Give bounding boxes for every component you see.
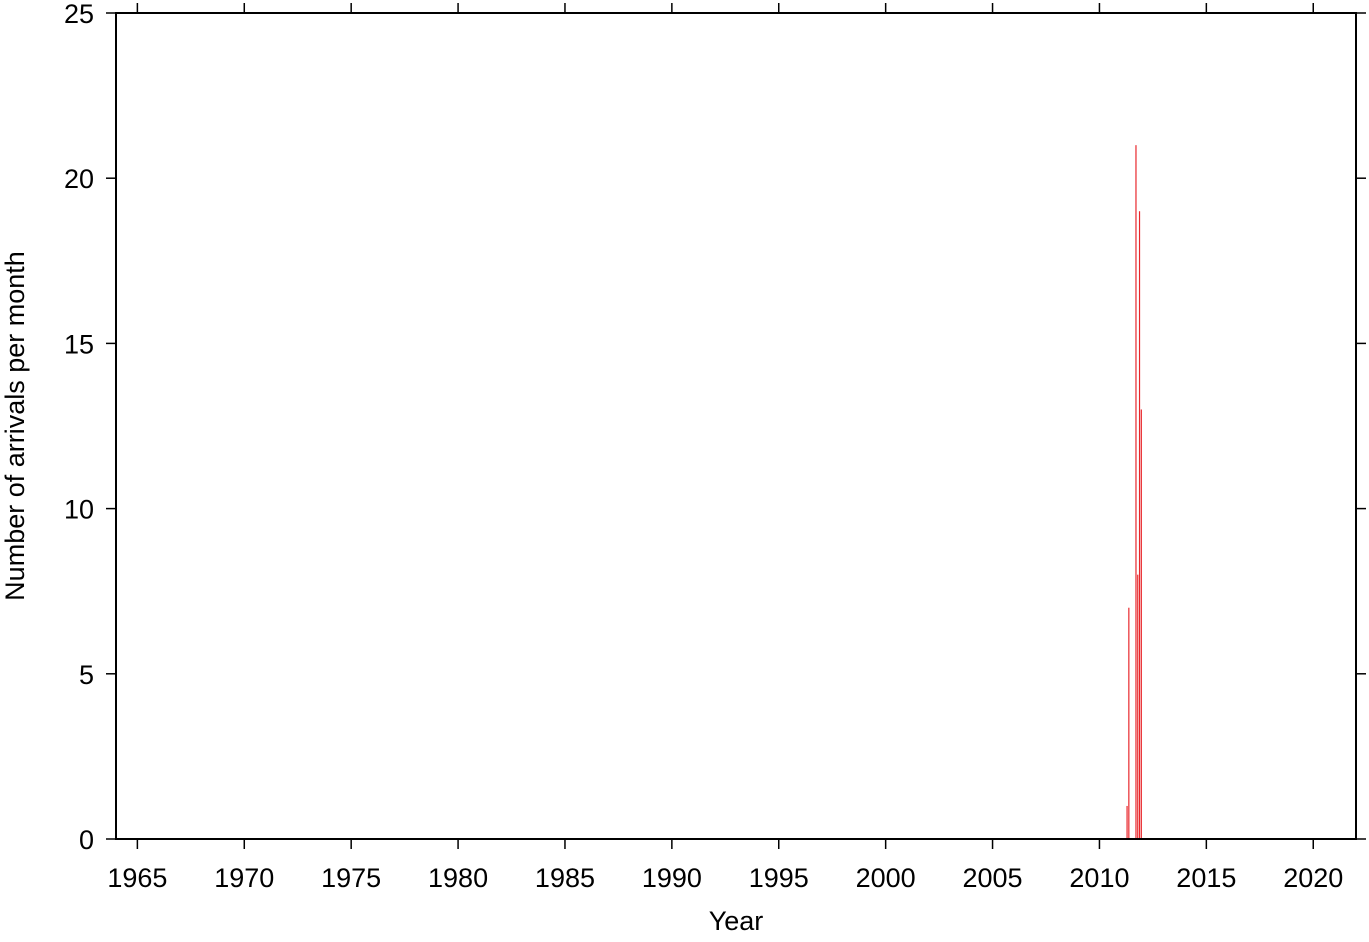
plot-frame	[115, 12, 1357, 840]
y-tick-label: 15	[64, 329, 94, 359]
x-tick-label: 1980	[428, 863, 488, 893]
bar	[1140, 409, 1142, 839]
x-tick-label: 1990	[642, 863, 702, 893]
x-tick-label: 1975	[321, 863, 381, 893]
x-tick-label: 1995	[749, 863, 809, 893]
bar	[1128, 607, 1130, 839]
bar	[1137, 574, 1139, 839]
bar	[1138, 211, 1141, 840]
x-axis-label: Year	[709, 906, 764, 936]
y-axis-label: Number of arrivals per month	[0, 251, 30, 601]
y-tick-label: 10	[64, 495, 94, 525]
x-tick-label: 2010	[1069, 863, 1129, 893]
x-tick-label: 1970	[214, 863, 274, 893]
y-tick-label: 25	[64, 0, 94, 29]
x-tick-label: 1965	[107, 863, 167, 893]
y-tick-label: 0	[79, 825, 94, 855]
x-tick-label: 2005	[963, 863, 1023, 893]
x-tick-label: 1985	[535, 863, 595, 893]
y-tick-label: 20	[64, 164, 94, 194]
bar	[1126, 805, 1128, 839]
x-tick-label: 2015	[1176, 863, 1236, 893]
x-tick-label: 2000	[856, 863, 916, 893]
bar	[1135, 145, 1137, 839]
x-tick-label: 2020	[1283, 863, 1343, 893]
y-tick-label: 5	[79, 660, 94, 690]
